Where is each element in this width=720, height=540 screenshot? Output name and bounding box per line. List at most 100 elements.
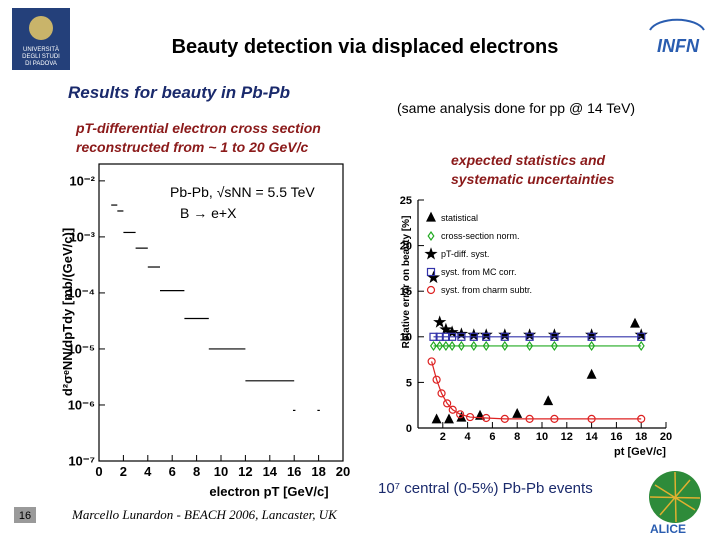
slide-title: Beauty detection via displaced electrons [172, 36, 559, 58]
marker-triangle [586, 368, 597, 379]
marker-circle [550, 414, 559, 423]
y-tick-label: 15 [400, 286, 412, 298]
marker-circle [432, 375, 441, 384]
note: (same analysis done for pp @ 14 TeV) [397, 100, 635, 116]
marker-diamond [457, 340, 465, 351]
marker-triangle [630, 317, 640, 328]
marker-triangle [543, 395, 554, 406]
marker-circle [525, 414, 534, 423]
marker-diamond [436, 340, 444, 351]
university-name: DI PADOVA [25, 61, 57, 67]
university-name: DEGLI STUDI [22, 54, 60, 60]
y-tick-label: 5 [406, 377, 412, 389]
marker-square [441, 332, 450, 341]
marker-square [482, 332, 491, 341]
x-tick-label: 18 [311, 464, 325, 479]
marker-star [426, 270, 441, 284]
right-caption: systematic uncertainties [451, 171, 615, 187]
x-tick-label: 4 [465, 431, 472, 443]
marker-circle [456, 410, 465, 419]
marker-star [433, 315, 447, 328]
marker-diamond [550, 340, 558, 351]
marker-diamond [637, 340, 645, 351]
marker-star [424, 247, 438, 260]
y-tick-label: 10 [400, 332, 412, 344]
marker-circle [437, 389, 446, 398]
annotation: B → e+X [180, 205, 237, 221]
marker-square [448, 332, 457, 341]
experiment-tracks [649, 471, 701, 523]
y-tick-label: 10⁻² [69, 173, 95, 188]
y-axis-label: Relative error on beauty [%] [401, 216, 412, 349]
marker-square [500, 332, 509, 341]
left-caption: reconstructed from ~ 1 to 20 GeV/c [76, 139, 308, 155]
marker-circle [482, 413, 491, 423]
marker-circle [465, 412, 475, 422]
marker-circle [587, 414, 596, 423]
x-tick-label: 8 [193, 464, 200, 479]
marker-diamond [501, 340, 509, 351]
x-tick-label: 16 [287, 464, 301, 479]
marker-circle [448, 405, 457, 414]
university-seal [29, 16, 53, 40]
marker-square [435, 332, 444, 341]
marker-star [445, 325, 459, 338]
x-tick-label: 6 [489, 431, 495, 443]
institute-logo: INFN [657, 36, 700, 56]
page-number-box [14, 507, 36, 523]
marker-triangle [426, 211, 436, 222]
marker-diamond [526, 340, 534, 351]
marker-circle [637, 414, 646, 423]
legend-label: cross-section norm. [441, 231, 520, 241]
y-tick-label: 10⁻⁵ [68, 341, 95, 356]
marker-square [469, 332, 478, 341]
x-tick-label: 14 [263, 464, 278, 479]
x-axis-label: electron pT [GeV/c] [209, 484, 328, 499]
y-tick-label: 0 [406, 423, 412, 435]
marker-triangle [512, 407, 523, 418]
marker-diamond [482, 340, 490, 351]
x-tick-label: 10 [214, 464, 228, 479]
series-line [431, 361, 642, 420]
experiment-name: ALICE [650, 522, 686, 536]
legend-label: statistical [441, 213, 478, 223]
x-tick-label: 0 [95, 464, 102, 479]
y-tick-label: 10⁻⁷ [68, 454, 95, 469]
x-tick-label: 20 [336, 464, 350, 479]
marker-diamond [470, 340, 478, 351]
x-tick-label: 2 [120, 464, 127, 479]
subtitle: Results for beauty in Pb-Pb [68, 83, 290, 102]
y-axis-label: d²σᵉNN/dpTdy [mb/(GeV/c)] [60, 228, 75, 396]
x-tick-label: 8 [514, 431, 520, 443]
marker-diamond [588, 340, 596, 351]
y-tick-label: 25 [400, 195, 412, 207]
marker-triangle [444, 413, 454, 424]
page-number: 16 [19, 510, 31, 522]
marker-triangle [431, 413, 442, 424]
marker-square [426, 267, 436, 277]
y-tick-label: 20 [400, 240, 412, 252]
right-caption: expected statistics and [451, 152, 606, 168]
x-tick-label: 14 [585, 431, 598, 443]
marker-square [637, 332, 646, 341]
x-tick-label: 12 [238, 464, 252, 479]
footer: Marcello Lunardon - BEACH 2006, Lancaste… [71, 507, 338, 522]
x-axis-label: pt [GeV/c] [614, 446, 666, 458]
legend-label: syst. from MC corr. [441, 267, 517, 277]
marker-square [525, 332, 534, 341]
marker-diamond [429, 340, 438, 351]
marker-square [550, 332, 559, 341]
x-tick-label: 20 [660, 431, 672, 443]
y-tick-label: 10⁻⁴ [67, 285, 95, 300]
university-name: UNIVERSITÀ [23, 46, 59, 53]
x-tick-label: 4 [144, 464, 152, 479]
marker-diamond [442, 340, 450, 351]
marker-circle [443, 399, 452, 408]
x-tick-label: 6 [169, 464, 176, 479]
institute-arc [649, 18, 705, 31]
marker-square [429, 332, 438, 341]
marker-star [439, 322, 453, 335]
